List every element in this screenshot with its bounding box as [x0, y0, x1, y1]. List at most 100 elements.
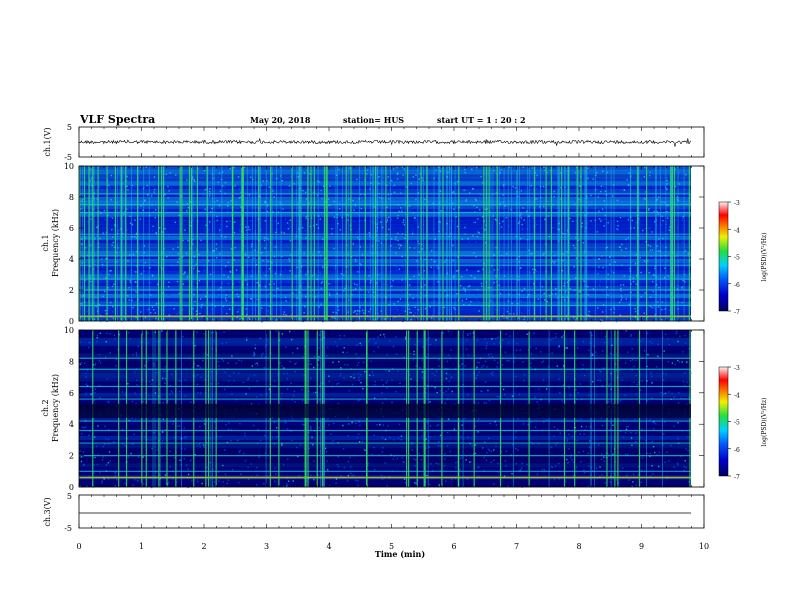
noise-pixel	[495, 424, 498, 426]
noise-pixel	[456, 270, 458, 272]
noise-pixel	[478, 232, 480, 234]
noise-pixel	[339, 375, 341, 377]
noise-pixel	[395, 391, 397, 393]
noise-pixel	[94, 363, 97, 365]
noise-pixel	[652, 186, 654, 188]
noise-pixel	[637, 474, 639, 476]
x-tick-label: 7	[514, 542, 519, 551]
noise-pixel	[474, 241, 477, 243]
noise-pixel	[418, 272, 420, 274]
noise-pixel	[318, 347, 320, 349]
ch3-ytick-neg5: -5	[64, 524, 72, 533]
noise-pixel	[281, 255, 283, 258]
noise-pixel	[425, 438, 427, 440]
noise-pixel	[407, 303, 409, 306]
noise-pixel	[239, 450, 241, 452]
noise-pixel	[400, 438, 402, 441]
noise-pixel	[135, 353, 138, 356]
noise-pixel	[514, 187, 517, 189]
noise-pixel	[579, 298, 581, 300]
noise-pixel	[398, 247, 401, 249]
noise-pixel	[113, 206, 115, 208]
noise-pixel	[105, 341, 108, 343]
noise-pixel	[633, 365, 635, 368]
frequency-band	[79, 330, 691, 335]
noise-pixel	[131, 400, 134, 403]
noise-pixel	[673, 294, 675, 297]
noise-pixel	[258, 257, 261, 259]
noise-pixel	[591, 352, 594, 355]
frequency-band	[79, 212, 691, 217]
noise-pixel	[238, 197, 241, 199]
noise-pixel	[227, 282, 229, 285]
noise-pixel	[184, 241, 186, 243]
noise-pixel	[98, 353, 101, 356]
noise-pixel	[201, 303, 203, 306]
noise-pixel	[303, 167, 305, 170]
noise-pixel	[391, 379, 393, 381]
noise-pixel	[381, 378, 383, 381]
noise-pixel	[383, 207, 385, 209]
frequency-band	[79, 243, 691, 248]
noise-pixel	[267, 310, 269, 312]
noise-pixel	[397, 437, 400, 439]
noise-pixel	[410, 276, 412, 278]
noise-pixel	[256, 281, 258, 284]
noise-pixel	[383, 283, 385, 285]
noise-pixel	[553, 195, 556, 198]
colorbar-tick-label: -3	[734, 200, 740, 207]
noise-pixel	[484, 241, 487, 244]
noise-pixel	[167, 185, 169, 188]
noise-pixel	[335, 482, 337, 484]
noise-pixel	[149, 380, 151, 383]
noise-pixel	[631, 219, 633, 222]
noise-pixel	[478, 418, 480, 420]
noise-pixel	[308, 282, 310, 285]
noise-pixel	[235, 269, 238, 271]
noise-pixel	[107, 429, 110, 431]
noise-pixel	[182, 335, 184, 338]
frequency-band	[79, 455, 691, 461]
noise-pixel	[361, 290, 363, 292]
noise-pixel	[295, 362, 297, 364]
noise-pixel	[572, 474, 575, 477]
noise-pixel	[447, 330, 450, 333]
noise-pixel	[383, 333, 385, 336]
noise-pixel	[198, 270, 200, 273]
noise-pixel	[287, 480, 290, 482]
noise-pixel	[368, 275, 370, 277]
noise-pixel	[83, 362, 86, 364]
noise-pixel	[166, 483, 169, 486]
noise-pixel	[466, 269, 468, 271]
noise-pixel	[219, 435, 222, 438]
noise-pixel	[364, 449, 366, 452]
noise-pixel	[318, 181, 320, 183]
noise-pixel	[398, 423, 401, 426]
noise-pixel	[629, 276, 631, 278]
noise-pixel	[81, 361, 83, 364]
noise-pixel	[599, 184, 601, 186]
noise-pixel	[309, 225, 312, 228]
noise-pixel	[342, 448, 345, 450]
noise-pixel	[373, 397, 376, 399]
noise-pixel	[104, 309, 107, 312]
noise-pixel	[255, 191, 257, 193]
noise-pixel	[506, 253, 508, 255]
noise-pixel	[582, 242, 585, 244]
noise-pixel	[646, 399, 648, 402]
noise-pixel	[163, 370, 165, 373]
noise-pixel	[283, 367, 285, 369]
noise-pixel	[419, 281, 422, 284]
noise-pixel	[293, 204, 295, 207]
noise-pixel	[219, 190, 222, 192]
noise-pixel	[243, 207, 246, 210]
noise-pixel	[138, 309, 140, 311]
noise-pixel	[413, 350, 415, 353]
noise-pixel	[386, 217, 389, 219]
noise-pixel	[398, 268, 401, 270]
noise-pixel	[488, 354, 490, 356]
noise-pixel	[149, 294, 152, 296]
noise-pixel	[680, 187, 683, 190]
noise-pixel	[482, 446, 484, 449]
frequency-band	[79, 290, 691, 295]
